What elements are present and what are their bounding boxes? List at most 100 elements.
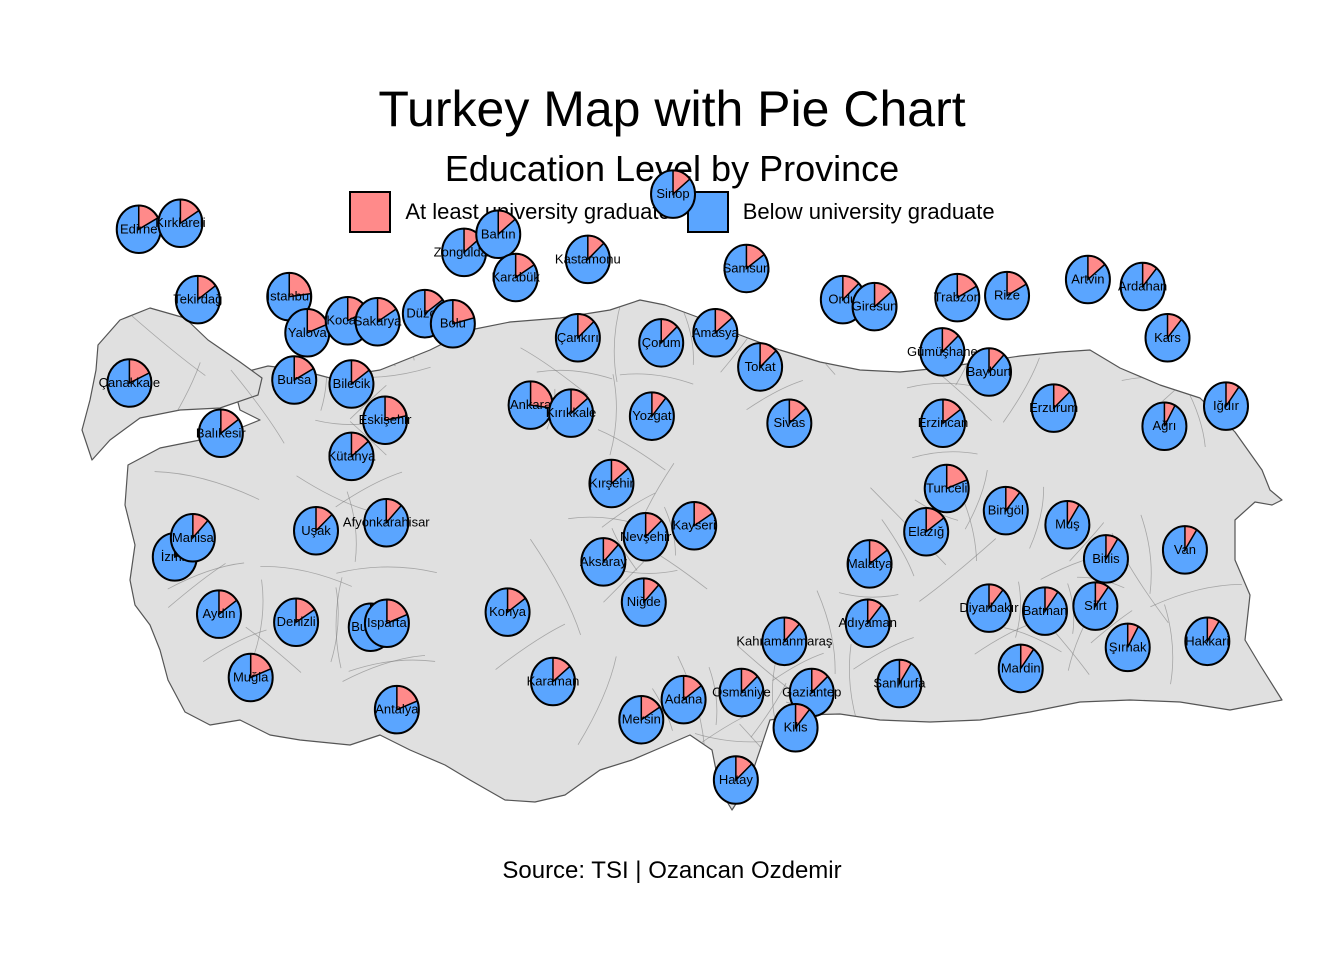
province-label: Hatay (719, 772, 753, 787)
province-label: Erzurum (1029, 400, 1078, 415)
pie-outline (919, 327, 966, 377)
pie-giresun: Giresun (851, 281, 898, 332)
province-label: Iğdır (1213, 398, 1240, 413)
pie-sanliurfa: Şanlıurfa (873, 658, 926, 709)
pie-amasya: Amasya (692, 308, 740, 358)
pie-mardin: Mardin (997, 643, 1044, 694)
pie-outline (580, 537, 627, 587)
pie-outline (293, 506, 340, 556)
province-label: Diyarbakır (959, 600, 1019, 615)
legend-key-university (349, 191, 392, 233)
source-caption: Source: TSI | Ozancan Ozdemir (502, 857, 842, 884)
pie-tunceli: Tunceli (923, 463, 970, 514)
pie-antalya: Antalya (373, 684, 420, 735)
pie-gaziantep: Gaziantep (782, 667, 841, 718)
pie-erzincan: Erzincan (918, 398, 968, 448)
pie-outline (1202, 381, 1249, 431)
pie-kirsehir: Kırşehir (588, 458, 635, 509)
pie-nevsehir: Nevşehir (620, 512, 672, 562)
pie-outline (876, 658, 923, 709)
pie-outline (328, 431, 375, 482)
pie-malatya: Malatya (846, 539, 893, 589)
pie-bingol: Bingöl (982, 485, 1029, 536)
pie-outline (1082, 534, 1129, 584)
province-label: Gümüşhane (907, 344, 978, 359)
province-label: Sivas (773, 415, 805, 430)
province-label: Siirt (1084, 598, 1107, 613)
pie-tokat: Tokat (737, 342, 784, 392)
province-label: Gaziantep (782, 685, 841, 700)
pie-gumushane: Gümüşhane (907, 327, 978, 377)
province-label: Adıyaman (838, 615, 897, 630)
province-label: Kahramanmaraş (736, 633, 833, 648)
pie-outline (934, 272, 981, 323)
pie-batman: Batman (1021, 586, 1068, 636)
province-label: Ordu (828, 292, 857, 307)
pie-mugla: Muğla (227, 652, 274, 703)
province-label: Kütahya (328, 448, 376, 463)
pie-manisa: Manisa (169, 513, 216, 563)
pie-sinop: Sinop (650, 169, 697, 219)
province-label: Osmaniye (712, 685, 771, 700)
province-label: Hakkari (1185, 633, 1229, 648)
pie-agri: Ağrı (1141, 401, 1188, 451)
pie-outline (564, 234, 611, 285)
pie-outline (712, 755, 759, 805)
pie-outline (966, 347, 1013, 397)
province-label: Bitlis (1092, 551, 1120, 566)
province-label: Ardahan (1118, 279, 1167, 294)
province-label: Çorum (642, 335, 681, 350)
pie-outline (846, 539, 893, 589)
map-land-layer (81, 299, 1283, 811)
pie-kirklareli: Kırklareli (155, 198, 206, 248)
pie-ardahan: Ardahan (1118, 261, 1167, 312)
pie-outline (638, 318, 685, 368)
pie-eskisehir: Eskişehir (359, 395, 412, 445)
pie-outline (723, 243, 770, 294)
pie-outline (106, 358, 153, 408)
province-label: Elazığ (908, 524, 944, 539)
pie-i-stanbul: İstanbul (266, 271, 313, 322)
province-label: Ağrı (1152, 418, 1176, 433)
pie-outline (1030, 383, 1077, 433)
province-label: Samsun (723, 260, 771, 275)
province-label: Karaman (527, 674, 580, 689)
province-label: Artvin (1071, 272, 1104, 287)
pie-van: Van (1161, 525, 1208, 575)
pie-erzurum: Erzurum (1029, 383, 1078, 433)
pie-outline (692, 308, 739, 358)
pie-outline (923, 463, 970, 514)
province-label: Rize (994, 288, 1020, 303)
province-label: Mardin (1001, 660, 1041, 675)
province-label: Tunceli (926, 481, 968, 496)
province-label: Denizli (277, 614, 316, 629)
pie-outline (718, 667, 765, 718)
province-label: Eskişehir (359, 412, 412, 427)
pie-bolu: Bolu (429, 298, 476, 349)
province-label: Aydın (202, 606, 235, 621)
pie-bartin: Bartın (475, 209, 522, 260)
pie-outline (761, 616, 808, 667)
pie-outline (362, 395, 409, 445)
pie-outline (529, 656, 576, 707)
province-label: Kırklareli (155, 215, 206, 230)
pie-isparta: Isparta (363, 598, 410, 648)
pie-siirt: Siirt (1072, 581, 1119, 631)
province-label: Kayseri (672, 518, 715, 533)
legend-label-university: At least university graduate (405, 199, 671, 224)
province-label: Giresun (852, 299, 898, 314)
pie-outline (997, 643, 1044, 694)
pie-canakkale: Çanakkale (99, 358, 160, 408)
pie-osmaniye: Osmaniye (712, 667, 771, 718)
chart-title: Turkey Map with Pie Chart (378, 81, 966, 137)
pie-sirnak: Şırnak (1104, 622, 1151, 673)
pie-outline (227, 652, 274, 703)
pie-mersin: Mersin (618, 694, 665, 745)
pie-outline (1021, 586, 1068, 636)
province-label: İstanbul (266, 289, 312, 304)
pie-elazig: Elazığ (903, 507, 950, 557)
province-label: Kilis (784, 720, 808, 735)
province-label: Bilecik (333, 376, 371, 391)
pie-igdir: Iğdır (1202, 381, 1249, 431)
province-label: Adana (665, 692, 703, 707)
